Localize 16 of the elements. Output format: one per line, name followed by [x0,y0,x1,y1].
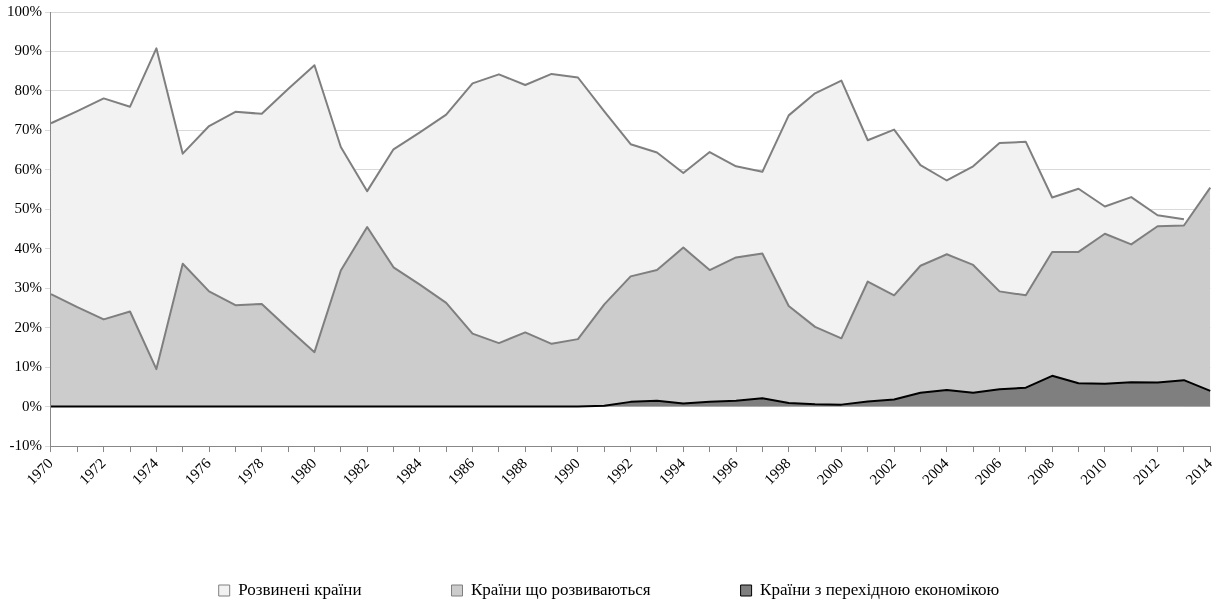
y-tick-label: 90% [14,42,42,59]
x-tick-label: 1980 [286,455,320,488]
y-tick-label: 20% [14,318,42,335]
legend-label: Країни з перехідною економікою [760,579,1000,599]
y-tick-label: 60% [14,160,42,177]
y-tick-label: -10% [9,437,42,453]
y-tick-label: 80% [14,81,42,98]
y-tick-label: 0% [22,397,42,414]
y-tick-label: 30% [14,279,42,296]
legend-label: Країни що розвиваються [471,579,651,599]
y-tick-label: 40% [14,239,42,256]
y-tick-label: 50% [14,200,42,217]
legend-label: Розвинені країни [238,579,362,599]
y-tick-label: 100% [7,2,42,19]
y-tick-label: 70% [14,121,42,138]
y-tick-label: 10% [14,358,42,375]
